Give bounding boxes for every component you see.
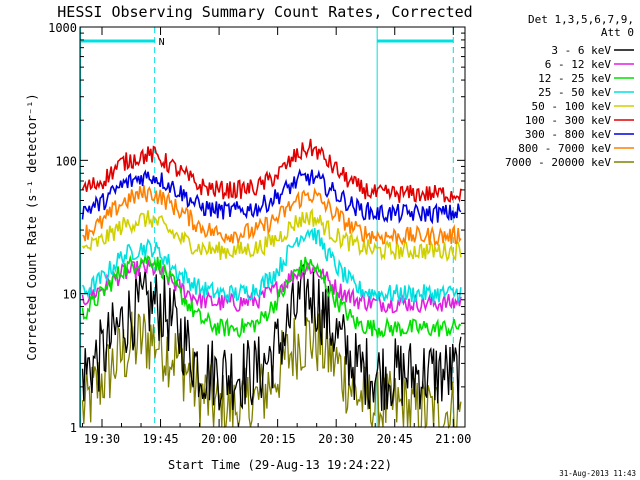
y-axis-label: Corrected Count Rate (s⁻¹ detector⁻¹) [25, 93, 39, 360]
series-line-0 [81, 263, 462, 411]
y-tick-label-3: 1000 [48, 21, 77, 35]
legend-header-line-2: Att 0 [601, 26, 634, 39]
night-marker-label: N [159, 37, 165, 48]
legend-label-3: 25 - 50 keV [538, 86, 611, 99]
legend-label-0: 3 - 6 keV [551, 44, 611, 57]
x-tick-label-5: 20:45 [377, 432, 413, 446]
x-tick-label-2: 20:00 [201, 432, 237, 446]
x-tick-label-6: 21:00 [435, 432, 471, 446]
plot-frame [79, 26, 466, 428]
legend-label-7: 800 - 7000 keV [518, 142, 611, 155]
x-tick-label-3: 20:15 [260, 432, 296, 446]
legend-header-line-1: Det 1,3,5,6,7,9, [528, 13, 634, 26]
series-line-1 [81, 259, 462, 314]
legend-label-6: 300 - 800 keV [525, 128, 611, 141]
x-tick-label-1: 19:45 [142, 432, 178, 446]
axes: 19:30 19:45 20:00 20:15 20:30 20:45 21:00 1 10 10… [48, 21, 471, 446]
plot-area: N [80, 27, 462, 430]
x-tick-label-0: 19:30 [84, 432, 120, 446]
y-tick-label-2: 100 [55, 154, 77, 168]
x-tick-label-4: 20:30 [318, 432, 354, 446]
plot-timestamp: 31-Aug-2013 11:43 [559, 469, 636, 478]
legend-label-4: 50 - 100 keV [532, 100, 612, 113]
x-axis-label: Start Time (29-Aug-13 19:24:22) [168, 458, 392, 472]
legend-label-2: 12 - 25 keV [538, 72, 611, 85]
y-tick-label-1: 10 [63, 288, 77, 302]
y-tick-label-0: 1 [70, 421, 77, 435]
series-line-5 [81, 138, 462, 203]
legend-label-5: 100 - 300 keV [525, 114, 611, 127]
series-line-3 [81, 228, 462, 304]
series-line-6 [81, 168, 462, 225]
chart-title: HESSI Observing Summary Count Rates, Cor… [57, 3, 472, 21]
legend-label-8: 7000 - 20000 keV [505, 156, 611, 169]
series-line-7 [82, 185, 462, 248]
legend-label-1: 6 - 12 keV [545, 58, 612, 71]
series-line-4 [81, 207, 462, 263]
